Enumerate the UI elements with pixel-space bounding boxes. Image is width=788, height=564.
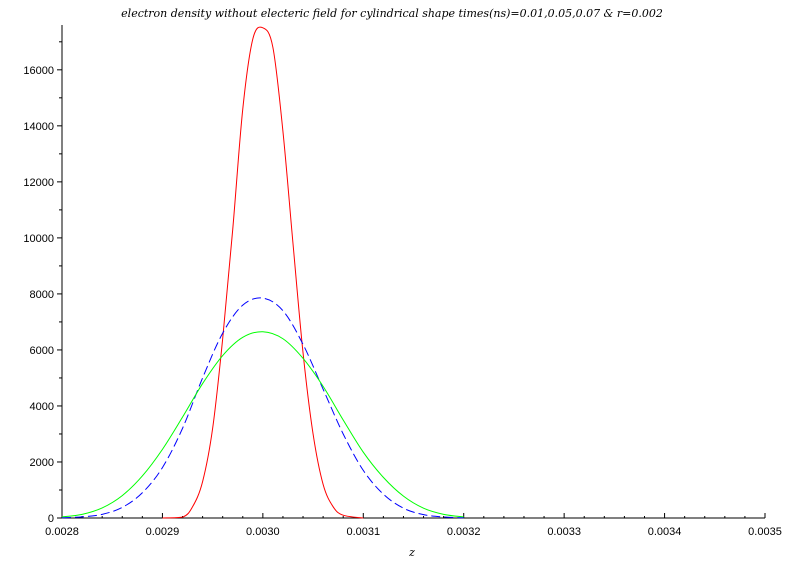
series-line-2 [61,297,464,519]
x-tick-label: 0.0030 [246,526,280,538]
x-tick-label: 0.0033 [547,526,581,538]
y-tick-label: 6000 [30,345,54,357]
series-line-3 [61,331,464,518]
x-tick-label: 0.0029 [146,526,180,538]
x-tick-label: 0.0034 [648,526,682,538]
y-tick-label: 4000 [30,401,54,413]
x-tick-label: 0.0032 [447,526,481,538]
axes: 0.0028 0.0029 0.0030 0.0031 0.0032 0.0033 0.00… [23,25,782,538]
y-tick-label: 10000 [23,233,54,245]
y-tick-label: 12000 [23,177,54,189]
y-tick-label: 16000 [23,65,54,77]
x-tick-label: 0.0035 [748,526,782,538]
y-tick-label: 14000 [23,121,54,133]
x-axis-label: z [408,546,415,559]
x-tick-label: 0.0028 [45,526,79,538]
y-tick-label: 0 [48,513,54,525]
x-tick-label: 0.0031 [346,526,380,538]
series-line-1 [162,26,364,519]
y-tick-label: 2000 [30,457,54,469]
series-layer [61,26,464,519]
chart-title: electron density without electeric field… [121,7,663,20]
y-tick-label: 8000 [30,289,54,301]
